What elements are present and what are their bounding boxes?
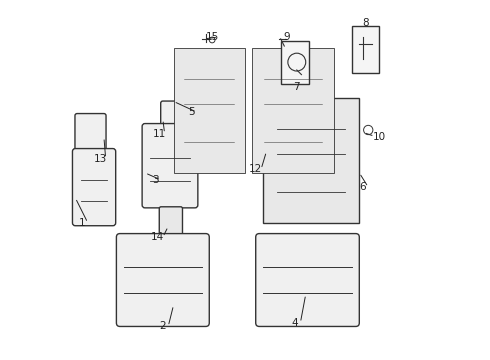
FancyBboxPatch shape bbox=[161, 101, 188, 136]
Text: 3: 3 bbox=[152, 175, 159, 185]
Text: 8: 8 bbox=[363, 18, 369, 28]
Bar bbox=[281, 41, 309, 84]
Text: 7: 7 bbox=[293, 82, 300, 92]
Text: 12: 12 bbox=[249, 164, 262, 174]
Text: 9: 9 bbox=[284, 32, 290, 42]
Text: 6: 6 bbox=[360, 182, 366, 192]
Text: 10: 10 bbox=[372, 132, 386, 142]
FancyBboxPatch shape bbox=[265, 136, 284, 165]
Bar bbox=[352, 26, 379, 73]
Bar bbox=[173, 48, 245, 173]
Text: 11: 11 bbox=[153, 129, 166, 139]
Text: 14: 14 bbox=[151, 232, 164, 242]
Bar bbox=[252, 48, 334, 173]
FancyBboxPatch shape bbox=[256, 234, 359, 327]
Text: 2: 2 bbox=[160, 321, 166, 332]
FancyBboxPatch shape bbox=[75, 113, 106, 154]
Text: 5: 5 bbox=[188, 107, 195, 117]
FancyBboxPatch shape bbox=[73, 149, 116, 226]
FancyBboxPatch shape bbox=[142, 123, 198, 208]
Text: 15: 15 bbox=[206, 32, 220, 42]
Text: 1: 1 bbox=[79, 218, 86, 228]
FancyBboxPatch shape bbox=[159, 207, 182, 237]
FancyBboxPatch shape bbox=[117, 234, 209, 327]
Bar bbox=[263, 98, 359, 223]
Text: 13: 13 bbox=[94, 154, 107, 163]
Text: 4: 4 bbox=[292, 318, 298, 328]
